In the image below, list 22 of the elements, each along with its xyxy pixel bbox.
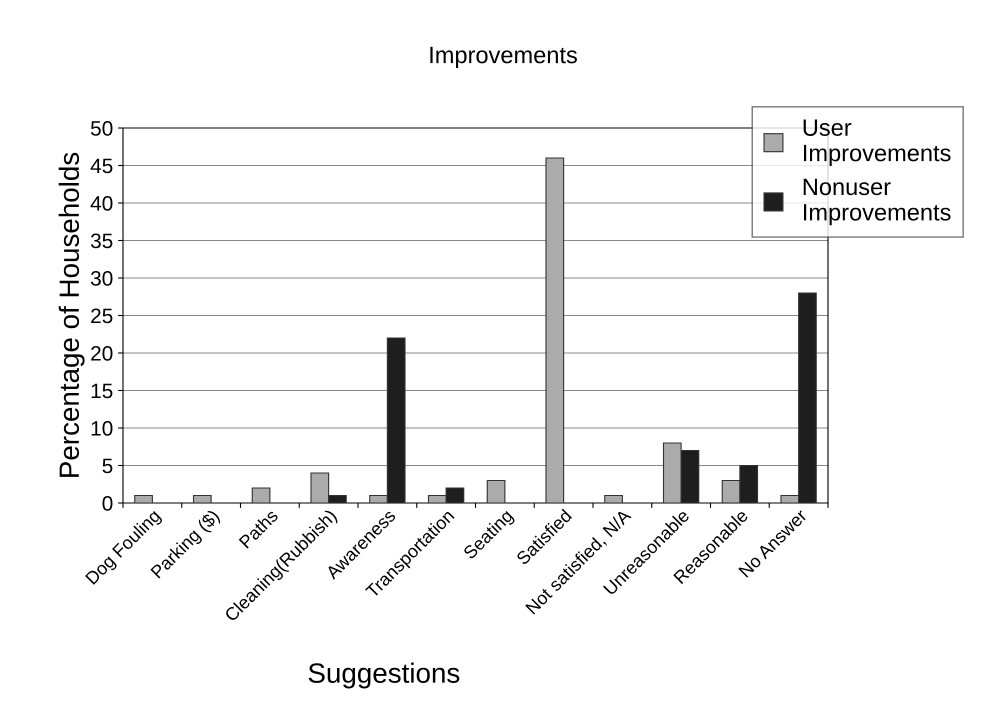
chart-title: Improvements (430, 46, 577, 68)
bar (252, 487, 270, 503)
y-axis-title: Percentage of Households (58, 152, 85, 477)
y-tick-label: 30 (90, 271, 112, 286)
y-tick-label: 50 (90, 121, 112, 136)
bar (134, 494, 153, 503)
bar (604, 494, 623, 503)
y-tick-label: 15 (92, 384, 112, 398)
x-axis-title: Suggestions (308, 662, 460, 688)
y-tick-label: 45 (90, 158, 112, 174)
y-tick-label: 25 (91, 308, 112, 324)
y-tick-label: 35 (90, 234, 112, 248)
legend-label: User Improvements (804, 119, 951, 166)
y-tick-label: 0 (102, 496, 112, 511)
y-tick-label: 10 (92, 421, 112, 436)
y-tick-label: 20 (91, 346, 112, 361)
bar (192, 494, 212, 503)
legend-label: Nonuser Improvements (804, 178, 951, 226)
bar (545, 157, 564, 503)
bar (486, 480, 506, 503)
y-tick-label: 5 (102, 458, 112, 474)
y-tick-label: 40 (90, 196, 112, 211)
